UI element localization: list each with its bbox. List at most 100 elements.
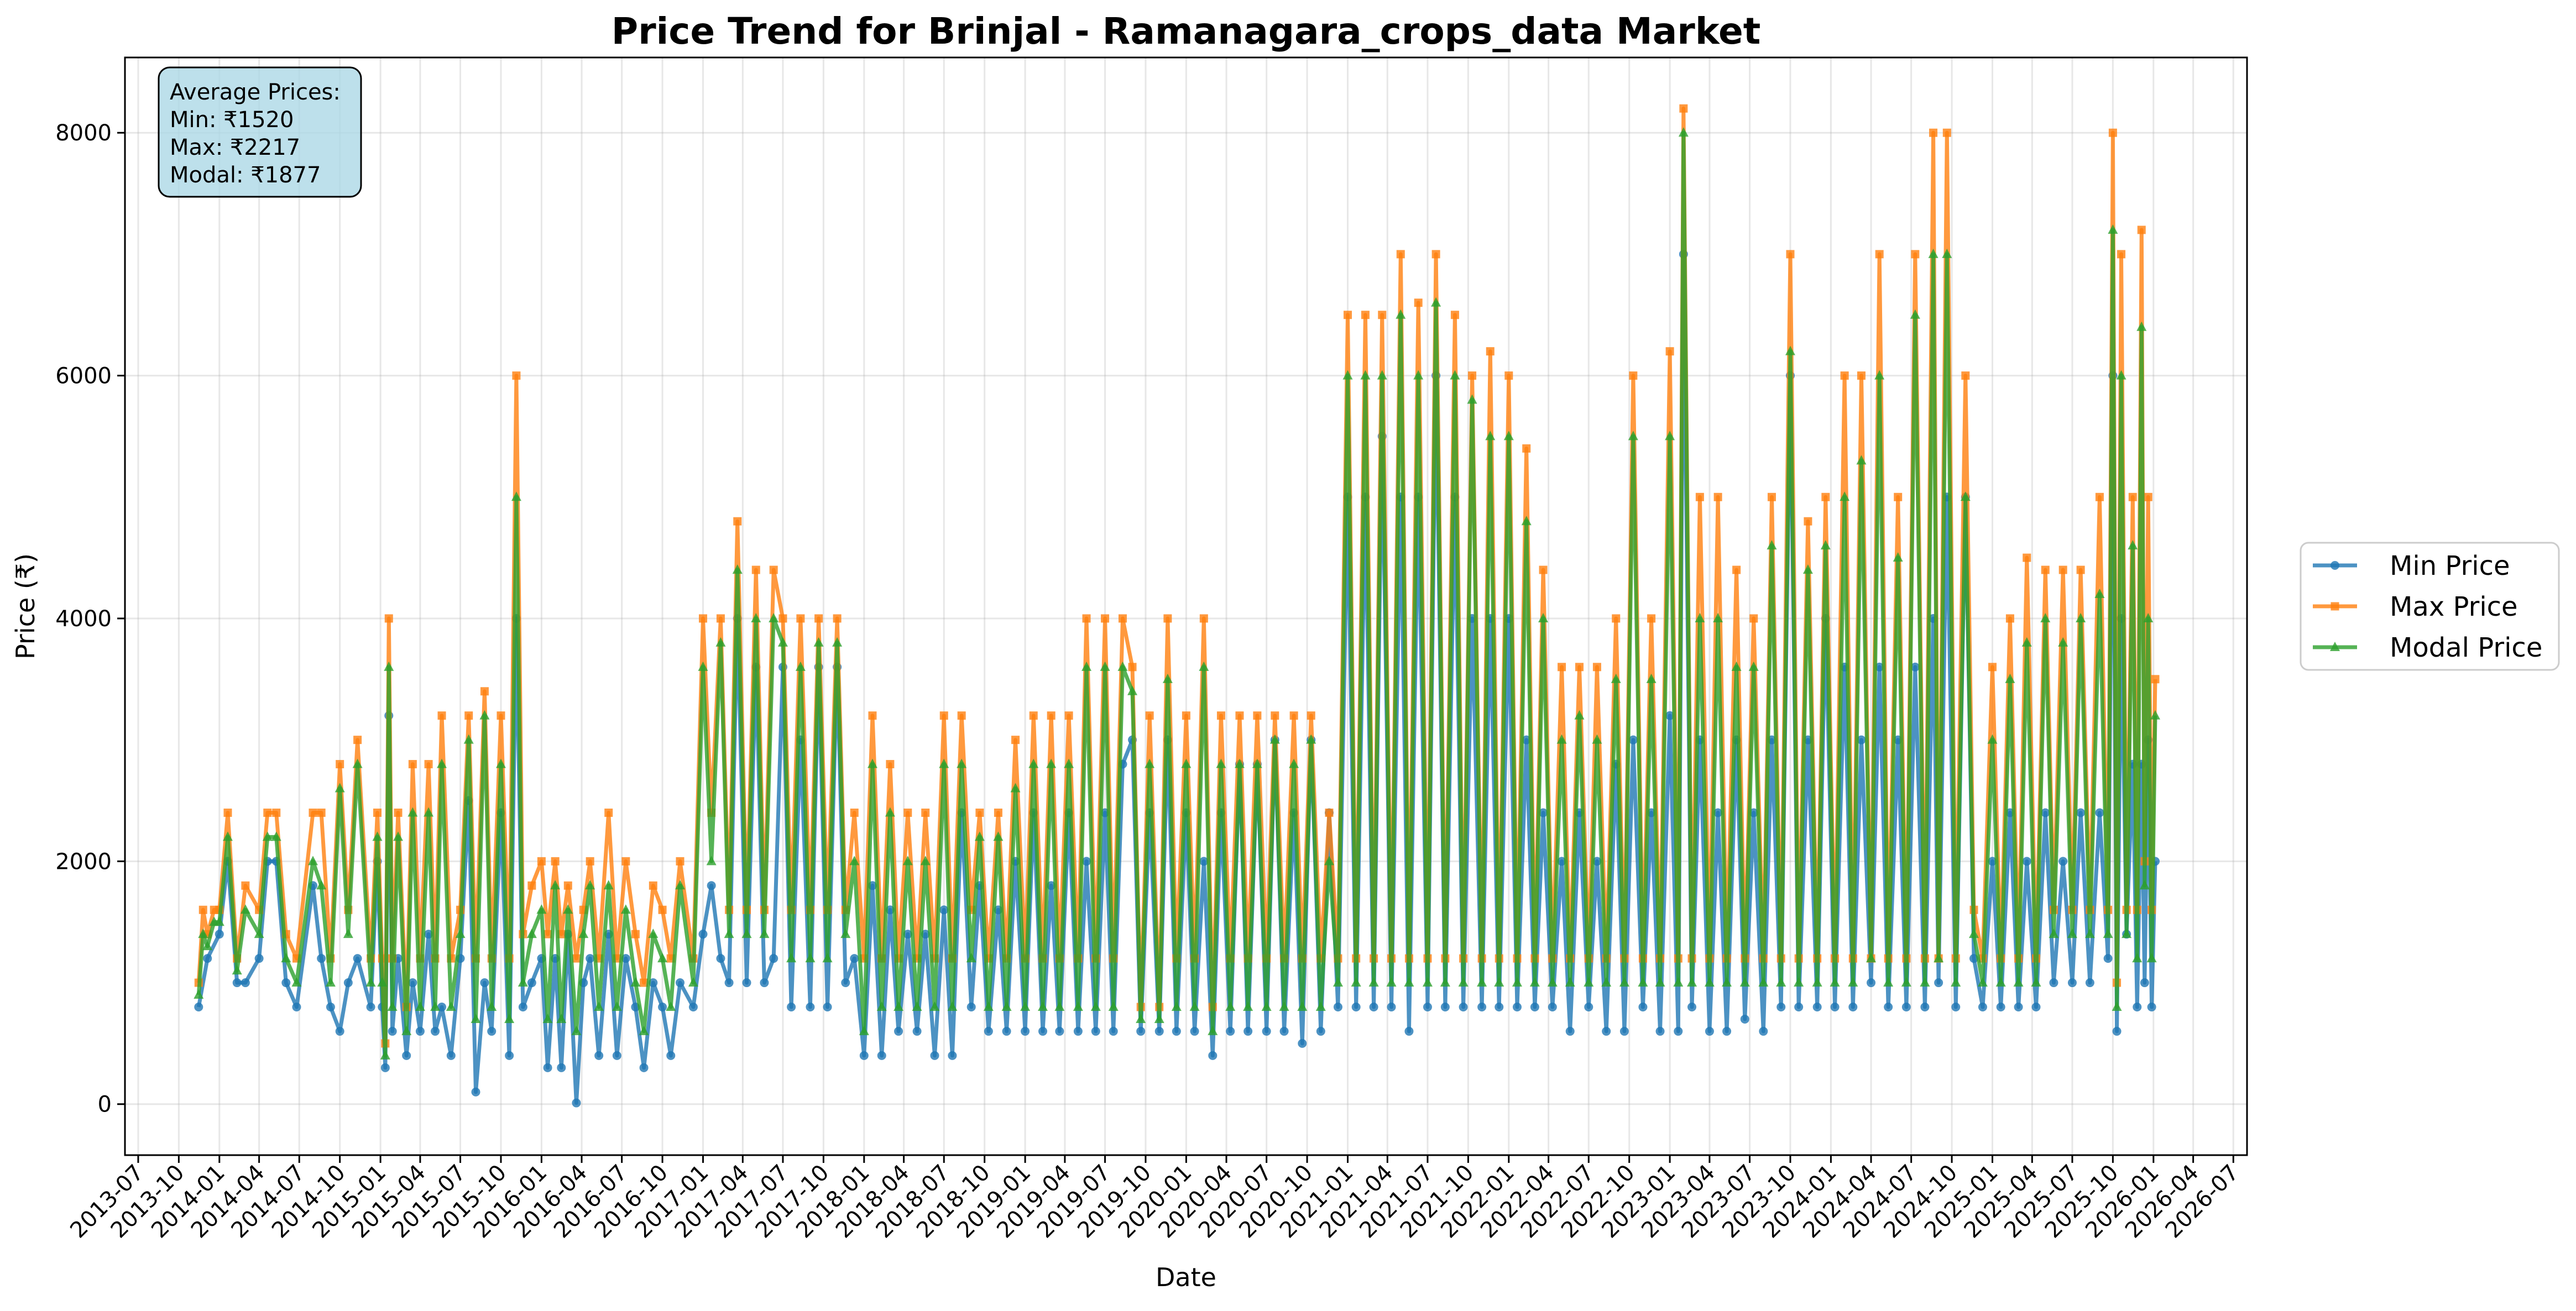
data-point-modal-price (262, 831, 273, 841)
data-point-modal-price (1812, 977, 1822, 987)
data-point-modal-price (214, 916, 224, 926)
data-point-max-price (903, 808, 912, 817)
data-point-max-price (1235, 711, 1244, 720)
data-point-min-price (518, 1002, 527, 1011)
data-point-min-price (471, 1087, 480, 1097)
data-point-min-price (1226, 1026, 1235, 1036)
data-point-min-price (1665, 711, 1675, 720)
data-point-max-price (1767, 492, 1776, 501)
data-point-modal-price (2103, 929, 2113, 938)
data-point-max-price (464, 711, 473, 720)
data-point-max-price (1082, 614, 1091, 623)
data-point-min-price (326, 1002, 335, 1011)
data-point-modal-price (1199, 661, 1209, 671)
data-point-min-price (707, 881, 716, 890)
series-line-modal-price (196, 130, 2157, 1058)
data-point-min-price (769, 954, 778, 963)
data-point-modal-price (415, 1001, 425, 1011)
data-point-min-price (594, 1051, 604, 1060)
data-point-modal-price (504, 1013, 515, 1023)
data-point-modal-price (1108, 1001, 1119, 1011)
data-point-max-price (572, 954, 581, 963)
data-point-modal-price (424, 807, 434, 817)
data-point-modal-price (1655, 977, 1665, 987)
data-point-min-price (1530, 1002, 1539, 1011)
data-point-min-price (2022, 857, 2031, 866)
data-point-modal-price (893, 1001, 904, 1011)
data-point-max-price (353, 736, 362, 744)
data-point-max-price (2041, 565, 2050, 574)
data-point-min-price (1794, 1002, 1804, 1011)
data-point-min-price (1369, 1002, 1378, 1011)
data-point-modal-price (1665, 431, 1675, 441)
data-point-modal-price (1243, 1001, 1253, 1011)
data-point-modal-price (307, 856, 318, 866)
data-point-min-price (698, 930, 708, 939)
data-point-max-price (408, 760, 417, 769)
data-point-min-price (1512, 1002, 1522, 1011)
legend-marker (2331, 561, 2339, 570)
data-point-modal-price (666, 1001, 676, 1011)
data-point-modal-price (1450, 370, 1460, 380)
data-point-modal-price (1162, 673, 1173, 683)
data-point-modal-price (1306, 734, 1316, 744)
data-point-modal-price (594, 1001, 604, 1011)
data-point-modal-price (2084, 929, 2095, 938)
data-point-modal-price (2143, 612, 2154, 622)
data-point-modal-price (974, 831, 985, 841)
legend-label: Max Price (2390, 591, 2518, 622)
data-point-modal-price (912, 1001, 922, 1011)
data-point-modal-price (657, 953, 668, 963)
data-point-max-price (2005, 614, 2014, 623)
data-point-modal-price (1687, 977, 1697, 987)
data-point-modal-price (1987, 734, 1998, 744)
data-point-modal-price (859, 1025, 869, 1035)
data-point-modal-price (1893, 552, 1903, 562)
data-point-max-price (1942, 128, 1951, 137)
data-point-modal-price (1840, 491, 1850, 501)
data-point-max-price (1431, 250, 1440, 259)
data-point-modal-price (198, 929, 208, 938)
data-point-modal-price (832, 637, 843, 647)
data-point-min-price (1262, 1026, 1271, 1036)
data-point-modal-price (1020, 1001, 1031, 1011)
data-point-modal-price (867, 758, 877, 768)
data-point-min-price (232, 978, 242, 988)
data-point-min-price (1619, 1026, 1629, 1036)
data-point-modal-price (1189, 1001, 1200, 1011)
data-point-modal-price (1584, 977, 1594, 987)
data-point-modal-price (1117, 661, 1128, 671)
data-point-modal-price (1145, 758, 1155, 768)
data-point-min-price (2014, 1002, 2023, 1011)
data-point-modal-price (1010, 783, 1021, 793)
data-point-min-price (1722, 1026, 1732, 1036)
data-point-min-price (487, 1026, 497, 1036)
data-point-min-price (241, 978, 250, 988)
data-point-modal-price (1901, 977, 1911, 987)
data-point-max-price (2137, 226, 2146, 234)
data-point-min-price (437, 1002, 447, 1011)
data-point-modal-price (1028, 758, 1039, 768)
data-point-max-price (1911, 250, 1920, 259)
data-point-modal-price (463, 734, 474, 744)
data-point-modal-price (291, 977, 302, 987)
data-point-max-price (424, 760, 433, 769)
data-point-min-price (2147, 1002, 2156, 1011)
data-point-modal-price (556, 1013, 567, 1023)
legend-item-min-price: Min Price (2313, 550, 2510, 581)
data-point-modal-price (1046, 758, 1057, 768)
data-point-min-price (572, 1098, 581, 1108)
data-point-min-price (1674, 1026, 1683, 1036)
data-point-max-price (1679, 104, 1688, 113)
data-point-modal-price (1467, 394, 1477, 404)
data-point-max-price (223, 808, 232, 817)
data-point-max-price (1011, 736, 1020, 744)
data-point-modal-price (387, 1001, 398, 1011)
data-point-modal-price (1208, 1025, 1218, 1035)
data-point-modal-price (840, 929, 851, 938)
data-point-max-price (1522, 444, 1531, 453)
data-point-max-price (1988, 663, 1997, 672)
data-point-min-price (1776, 1002, 1786, 1011)
data-point-min-price (948, 1051, 957, 1060)
